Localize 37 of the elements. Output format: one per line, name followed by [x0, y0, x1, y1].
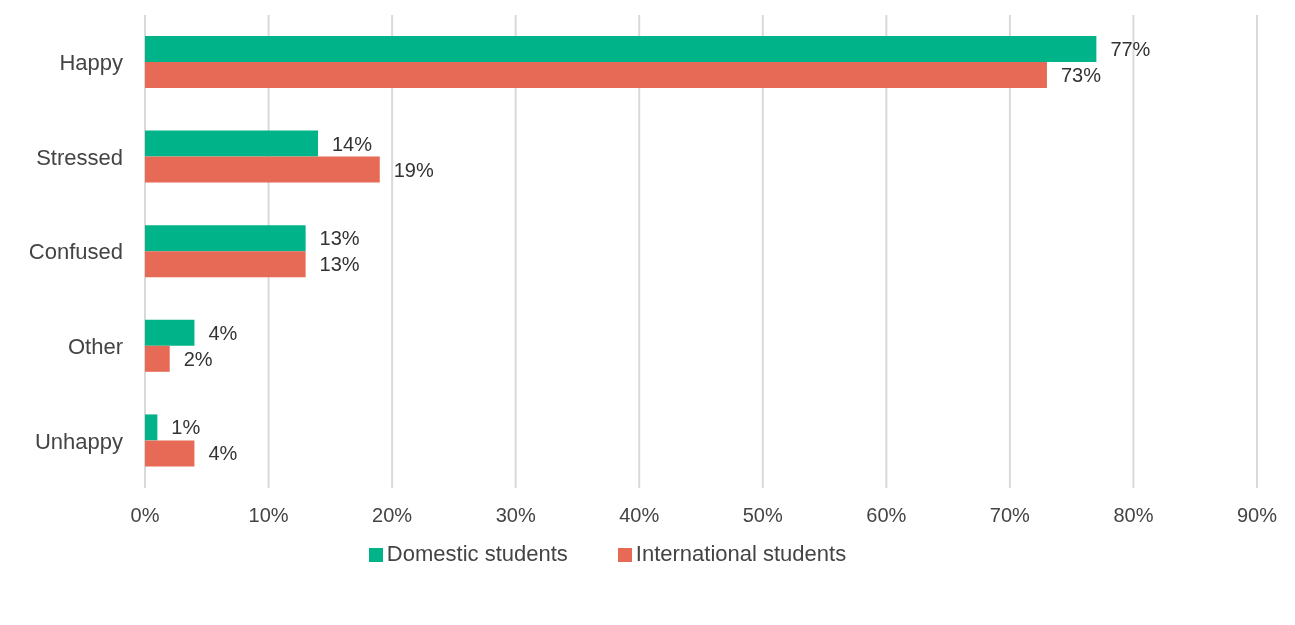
bar: [145, 440, 195, 467]
x-tick-label: 80%: [1113, 504, 1154, 527]
x-tick-label: 50%: [742, 504, 784, 527]
data-label: 4%: [208, 321, 238, 344]
x-tick-label: 0%: [130, 504, 160, 527]
data-label: 13%: [319, 227, 360, 250]
x-tick-label: 40%: [619, 504, 660, 527]
data-label: 14%: [331, 132, 373, 155]
y-tick-label: Unhappy: [34, 428, 123, 454]
bar: [145, 319, 195, 346]
data-label: 19%: [393, 158, 434, 181]
bar: [145, 156, 380, 183]
data-label: 73%: [1060, 64, 1102, 86]
bar: [145, 251, 306, 278]
x-tick-label: 60%: [866, 504, 907, 527]
bar: [145, 62, 1047, 88]
data-label: 1%: [171, 416, 201, 439]
data-label: 77%: [1110, 38, 1151, 60]
x-tick-label: 90%: [1236, 504, 1278, 527]
x-tick-label: 20%: [372, 504, 413, 527]
data-label: 13%: [319, 253, 360, 276]
x-tick-label: 10%: [248, 504, 289, 527]
x-tick-label: 70%: [989, 504, 1031, 527]
bar: [145, 36, 1097, 62]
y-tick-label: Happy: [59, 50, 123, 76]
data-label: 2%: [183, 347, 213, 370]
bar: [145, 130, 318, 157]
bar: [145, 225, 306, 252]
y-tick-label: Other: [67, 333, 123, 359]
y-tick-label: Confused: [28, 239, 123, 265]
data-label: 4%: [208, 442, 238, 465]
y-tick-label: Stressed: [36, 144, 123, 170]
x-tick-label: 30%: [495, 504, 536, 527]
bar: [145, 414, 158, 441]
bar: [145, 345, 170, 372]
legend-label: Domestic students: [386, 541, 568, 566]
legend-label: International students: [635, 541, 847, 566]
